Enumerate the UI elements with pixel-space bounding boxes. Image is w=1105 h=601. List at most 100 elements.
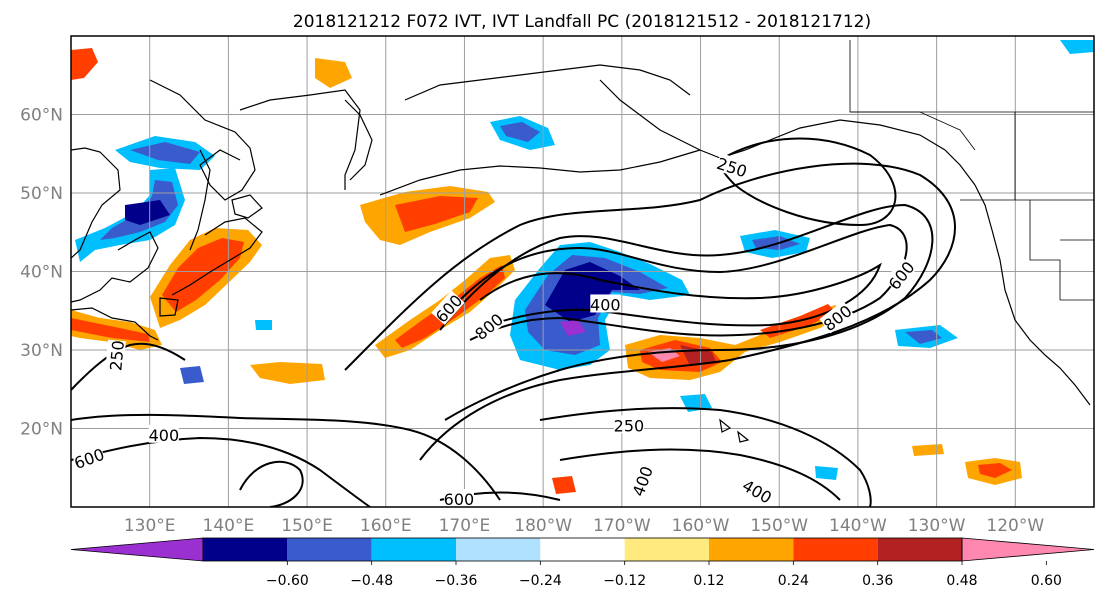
colorbar-extend-min xyxy=(70,537,204,562)
figure-title: 2018121212 F072 IVT, IVT Landfall PC (20… xyxy=(293,12,871,32)
contour-250-west xyxy=(71,342,186,391)
latitude-labels: 60°N 50°N 40°N 30°N 20°N xyxy=(20,106,63,440)
shade-japan-inner xyxy=(162,238,244,312)
contour-label-bg xyxy=(715,152,750,180)
shade-se-small xyxy=(912,444,944,456)
colorbar-outline xyxy=(202,537,963,562)
colorbar-tick-label: 0.60 xyxy=(1031,573,1062,589)
contour-label-text: 600 xyxy=(444,490,475,509)
colorbar-tick-label: 0.48 xyxy=(946,573,977,589)
lat-tick-label: 30°N xyxy=(20,341,63,361)
colorbar-segment xyxy=(709,538,794,561)
contour-600-sw xyxy=(71,436,371,507)
contour-250-main xyxy=(344,162,956,461)
contour-400-lower xyxy=(559,448,841,501)
coast-nw-america xyxy=(974,184,1091,406)
colorbar-segment xyxy=(793,538,878,561)
contour-label-bg xyxy=(613,415,644,434)
contour-label-bg xyxy=(431,290,465,325)
contour-label-bg xyxy=(443,489,474,507)
lat-tick-label: 50°N xyxy=(20,184,63,204)
shade-neg-top-right xyxy=(1060,40,1094,54)
colorbar-segment xyxy=(287,538,372,561)
lon-tick-label: 140°E xyxy=(203,516,255,536)
lon-tick-label: 180°W xyxy=(514,516,572,536)
shade-neg-low-1 xyxy=(255,320,272,330)
shade-neg-central-core xyxy=(545,262,640,322)
shade-neg-se xyxy=(815,466,838,480)
contour-label-bg xyxy=(884,257,917,293)
lon-tick-label: 120°W xyxy=(986,516,1044,536)
shade-ne-corner xyxy=(71,48,98,80)
lon-tick-label: 170°E xyxy=(439,516,491,536)
colorbar-segment xyxy=(203,538,288,561)
colorbar-tick-label: 0.24 xyxy=(778,573,809,589)
colorbar-tick-label: −0.36 xyxy=(435,573,478,589)
lat-tick-label: 20°N xyxy=(20,420,63,440)
contour-label-bg xyxy=(819,300,855,334)
coast-russia-far-east xyxy=(149,79,256,201)
shade-tropics-1 xyxy=(250,362,325,384)
contour-label-bg xyxy=(740,475,776,506)
contour-400-sw xyxy=(71,413,501,501)
contour-400-main xyxy=(439,203,934,421)
contour-label: 250 xyxy=(714,152,750,181)
coast-asia-mainland xyxy=(71,147,121,259)
colorbar-tick-label: 0.36 xyxy=(862,573,893,589)
coast-hawaii-2 xyxy=(737,430,750,443)
colorbar-segment xyxy=(877,538,962,561)
lon-tick-label: 160°E xyxy=(360,516,412,536)
shade-neg-bering-inner xyxy=(500,122,540,142)
contour-label-bg xyxy=(148,424,179,443)
coast-aleutians xyxy=(379,149,701,196)
lon-tick-label: 130°E xyxy=(124,516,176,536)
shade-china-coast-inner xyxy=(71,318,150,342)
contour-label-bg xyxy=(71,443,106,471)
contour-label-bg xyxy=(105,339,126,372)
shade-tropics-2 xyxy=(552,476,576,494)
lon-tick-label: 160°W xyxy=(672,516,730,536)
longitude-labels: 130°E 140°E 150°E 160°E 170°E 180°W 170°W 160°W… xyxy=(124,516,1045,536)
colorbar-segment xyxy=(540,538,625,561)
lon-tick-label: 150°E xyxy=(281,516,333,536)
colorbar-tick-label: −0.24 xyxy=(519,573,562,589)
coast-japan-hokkaido xyxy=(231,194,263,219)
coast-hawaii-1 xyxy=(719,418,732,433)
colorbar-segment xyxy=(371,538,456,561)
contour-600-main xyxy=(459,223,908,341)
shade-neg-north-2-core xyxy=(125,200,170,225)
colorbar-tick-label: −0.48 xyxy=(350,573,393,589)
contour-label: 250 xyxy=(613,415,644,435)
lat-tick-label: 40°N xyxy=(20,263,63,283)
contour-small-ellipse xyxy=(239,460,304,507)
contour-label: 400 xyxy=(590,294,621,314)
coast-kyushu xyxy=(159,297,179,317)
graticule xyxy=(71,36,1094,507)
colorbar-tick-label: −0.60 xyxy=(266,573,309,589)
shade-kamchatka-top xyxy=(315,58,352,88)
contour-label: 400 xyxy=(148,424,180,445)
colorbar-tick-labels: −0.60 −0.48 −0.36 −0.24 −0.12 0.12 0.24 0.36 0.4… xyxy=(266,561,1062,589)
colorbar-segment xyxy=(456,538,541,561)
colorbar-extend-max xyxy=(961,537,1095,562)
coast-kamchatka xyxy=(344,99,373,181)
lon-tick-label: 130°W xyxy=(908,516,966,536)
shade-nw-pacific-band-inner xyxy=(395,196,478,232)
lon-tick-label: 150°W xyxy=(750,516,808,536)
colorbar-tick-label: 0.12 xyxy=(693,573,724,589)
shade-neg-lower xyxy=(180,366,204,384)
coast-sakhalin xyxy=(189,149,211,251)
lon-tick-label: 140°W xyxy=(829,516,887,536)
shade-neg-north-2-inner xyxy=(100,180,178,240)
lat-tick-label: 60°N xyxy=(20,106,63,126)
coast-japan-honshu xyxy=(171,217,263,296)
shade-neg-north-1-inner xyxy=(130,142,200,164)
lon-tick-label: 170°W xyxy=(593,516,651,536)
coast-alaska-south xyxy=(719,119,976,186)
contour-label-text: 400 xyxy=(149,426,180,445)
shade-neg-central-purple xyxy=(560,320,586,336)
contour-label-text: 400 xyxy=(590,295,621,314)
map-frame xyxy=(70,35,1095,508)
